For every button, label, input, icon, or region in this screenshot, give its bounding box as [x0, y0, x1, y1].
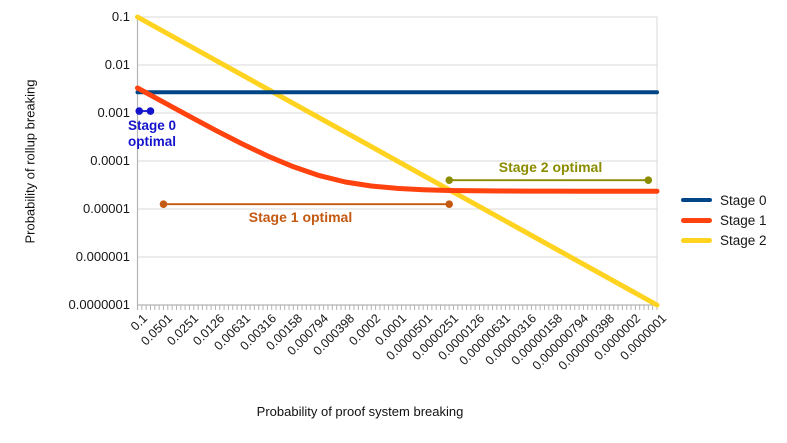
- legend: Stage 0 Stage 1 Stage 2: [681, 190, 767, 251]
- legend-label: Stage 2: [720, 233, 767, 249]
- stage-1-line-swatch: [681, 218, 712, 223]
- annotation-stage0-optimal-line2: optimal: [127, 134, 176, 149]
- stage2-optimal-end-dot: [644, 176, 653, 185]
- legend-item-stage-2: Stage 2: [681, 231, 767, 251]
- y-tick-label: 0.01: [104, 57, 130, 72]
- stage2-optimal-start-dot: [445, 176, 454, 185]
- annotation-stage1-optimal-label: Stage 1 optimal: [248, 209, 353, 225]
- y-tick-label: 0.00001: [83, 201, 130, 216]
- stage-2-line-swatch: [681, 238, 712, 243]
- series-line-stage-2: [135, 14, 660, 308]
- y-tick-label: 0.0001: [90, 153, 130, 168]
- y-tick-label: 0.0000001: [68, 297, 130, 312]
- x-axis-title: Probability of proof system breaking: [256, 404, 464, 419]
- series-line-stage-1: [135, 85, 660, 194]
- legend-label: Stage 0: [720, 192, 767, 208]
- stage-0-line-swatch: [681, 197, 712, 203]
- legend-label: Stage 1: [720, 212, 767, 228]
- stage1-optimal-end-dot: [445, 200, 454, 208]
- stage1-optimal-start-dot: [159, 200, 168, 208]
- annotation-stage0-optimal-line1: Stage 0: [127, 118, 177, 133]
- legend-item-stage-0: Stage 0: [681, 190, 767, 210]
- y-tick-label: 0.1: [111, 9, 130, 24]
- annotation-stage0-optimal-label: Stage 0 optimal: [120, 118, 184, 150]
- y-tick-label: 0.000001: [75, 249, 130, 264]
- annotation-stage2-optimal-label: Stage 2 optimal: [498, 159, 603, 175]
- y-tick-label: 0.001: [97, 105, 130, 120]
- stage0-optimal-end-dot: [146, 107, 155, 115]
- y-axis-title: Probability of rollup breaking: [22, 79, 38, 244]
- stage0-optimal-start-dot: [135, 107, 144, 115]
- legend-item-stage-1: Stage 1: [681, 210, 767, 230]
